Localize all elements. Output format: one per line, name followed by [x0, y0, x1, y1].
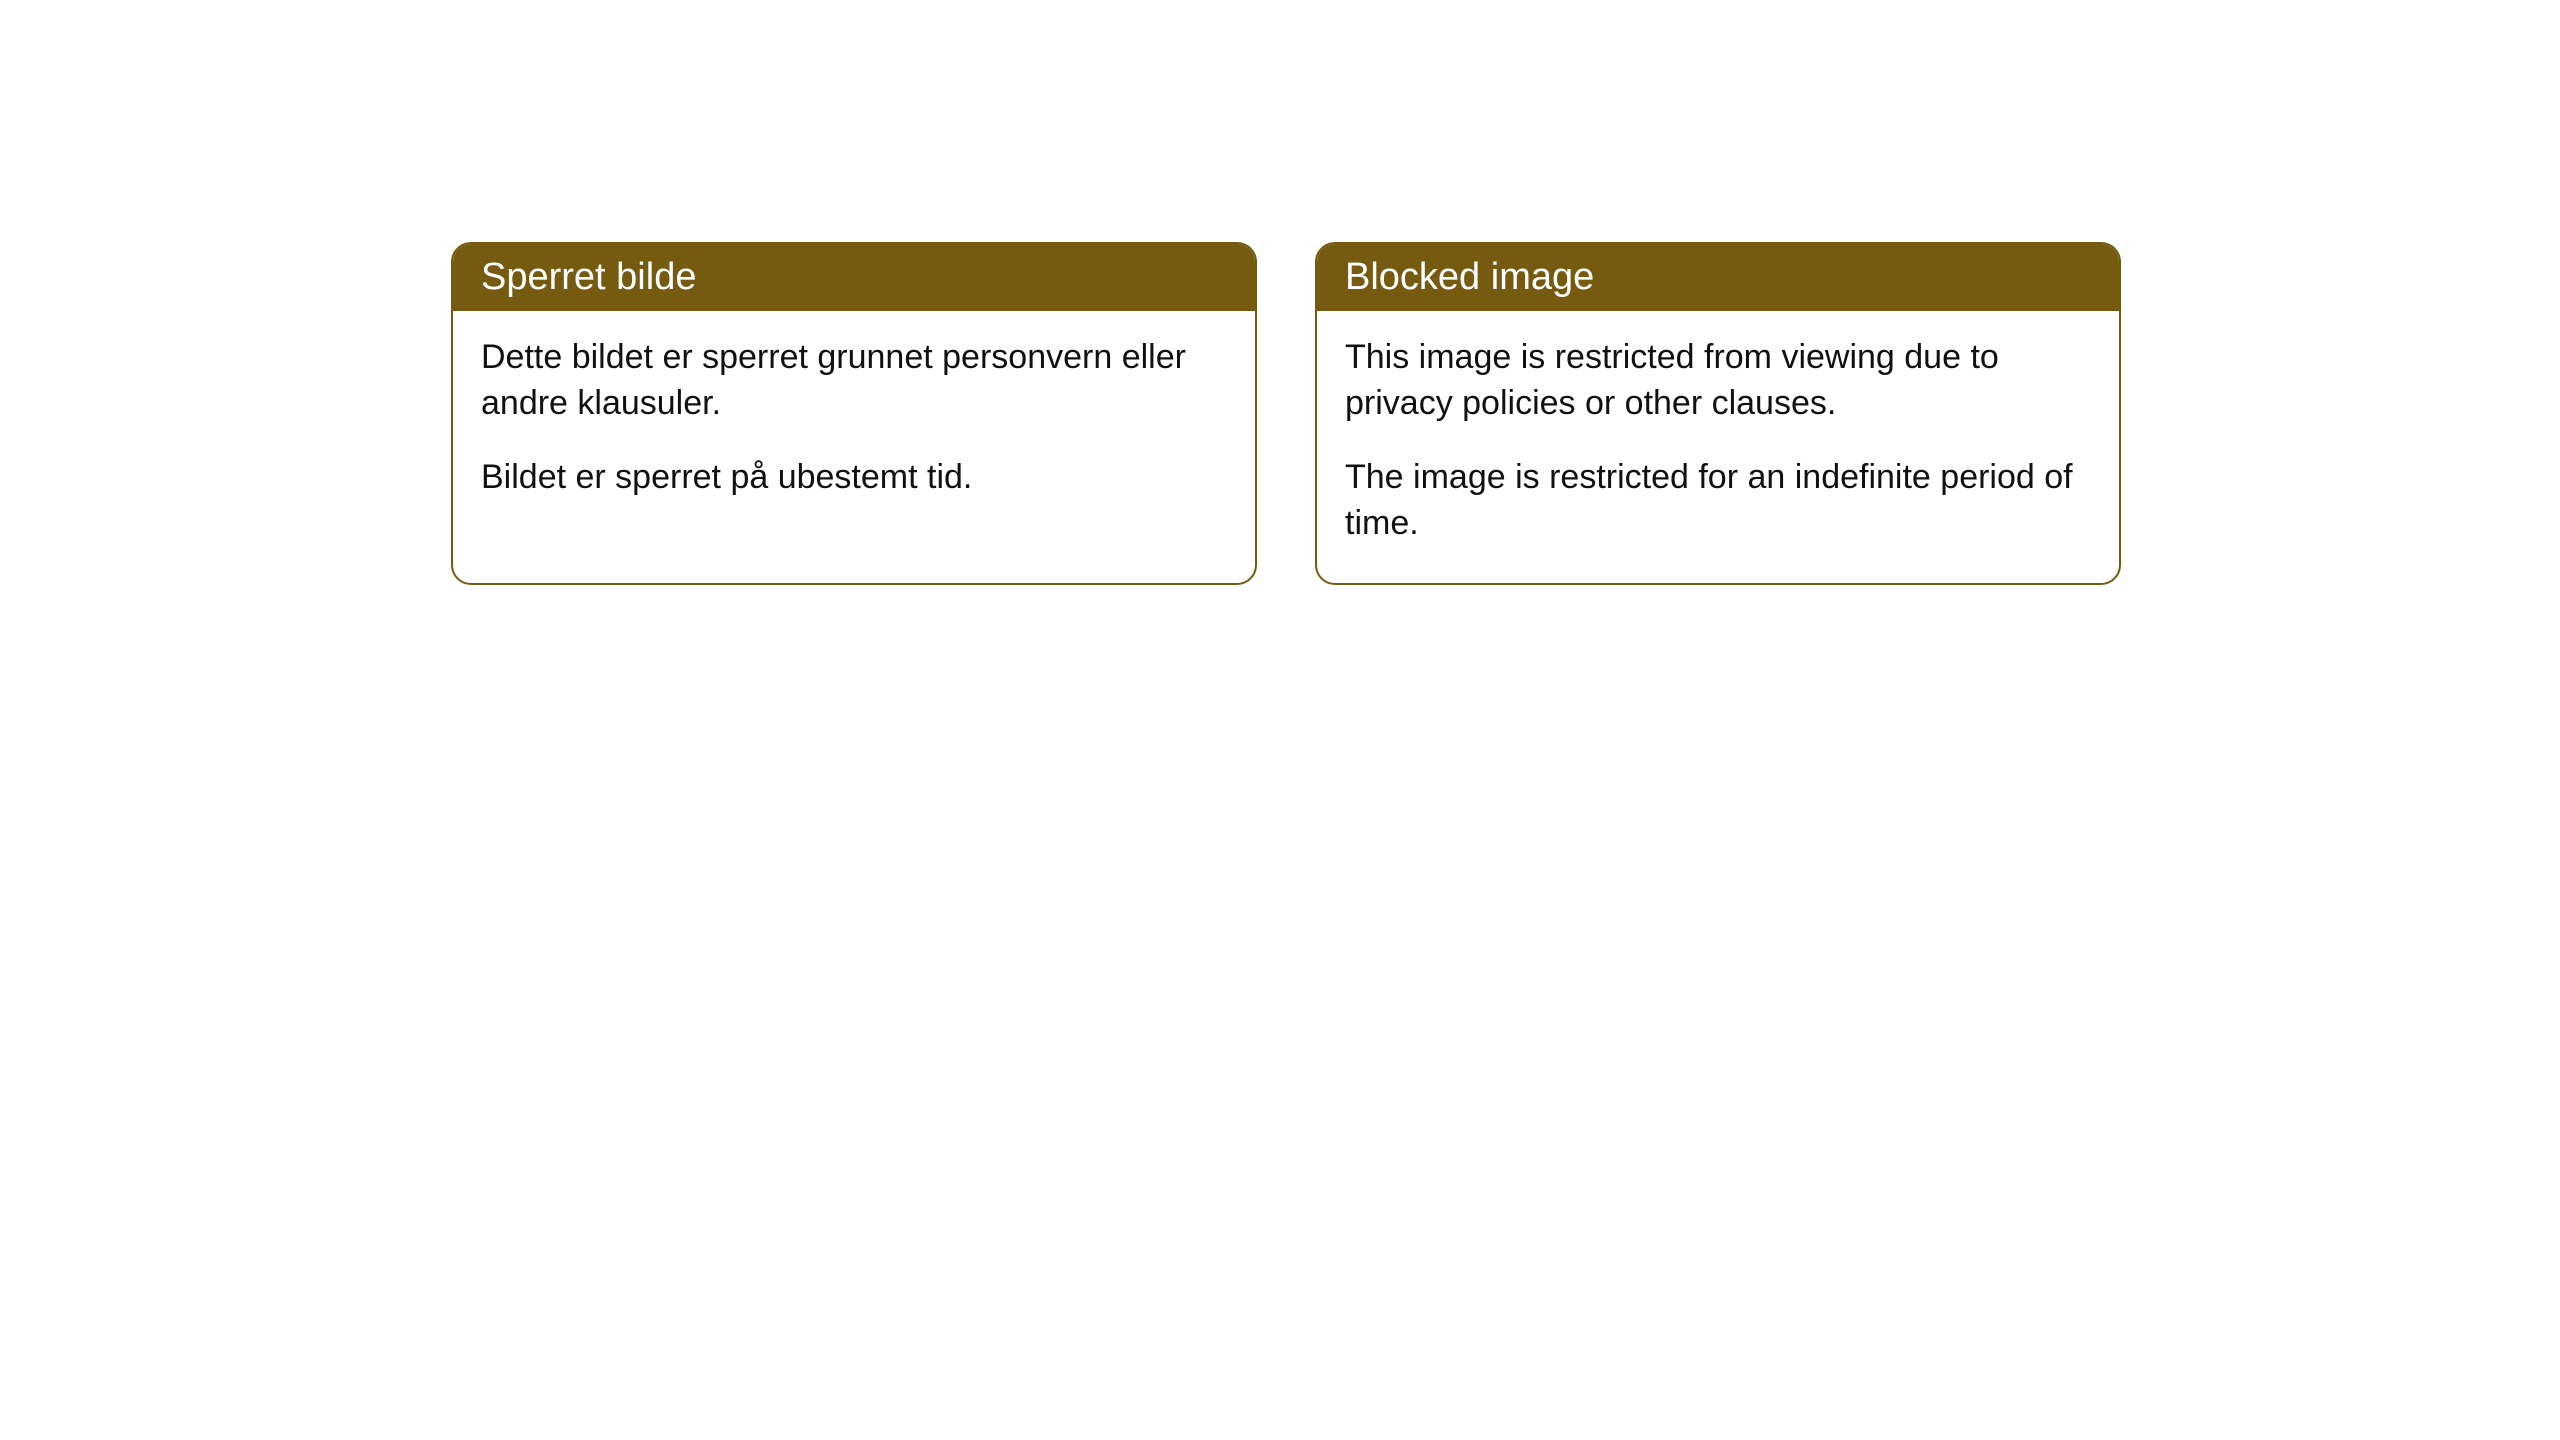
- card-header: Blocked image: [1317, 244, 2119, 311]
- card-paragraph: The image is restricted for an indefinit…: [1345, 455, 2091, 547]
- card-paragraph: Bildet er sperret på ubestemt tid.: [481, 455, 1227, 501]
- notice-card-norwegian: Sperret bilde Dette bildet er sperret gr…: [451, 242, 1257, 585]
- card-paragraph: Dette bildet er sperret grunnet personve…: [481, 335, 1227, 427]
- card-body: Dette bildet er sperret grunnet personve…: [453, 311, 1255, 537]
- card-header: Sperret bilde: [453, 244, 1255, 311]
- card-title: Sperret bilde: [481, 256, 696, 298]
- card-body: This image is restricted from viewing du…: [1317, 311, 2119, 583]
- notice-card-english: Blocked image This image is restricted f…: [1315, 242, 2121, 585]
- card-title: Blocked image: [1345, 256, 1594, 298]
- card-paragraph: This image is restricted from viewing du…: [1345, 335, 2091, 427]
- notice-cards-container: Sperret bilde Dette bildet er sperret gr…: [451, 242, 2121, 585]
